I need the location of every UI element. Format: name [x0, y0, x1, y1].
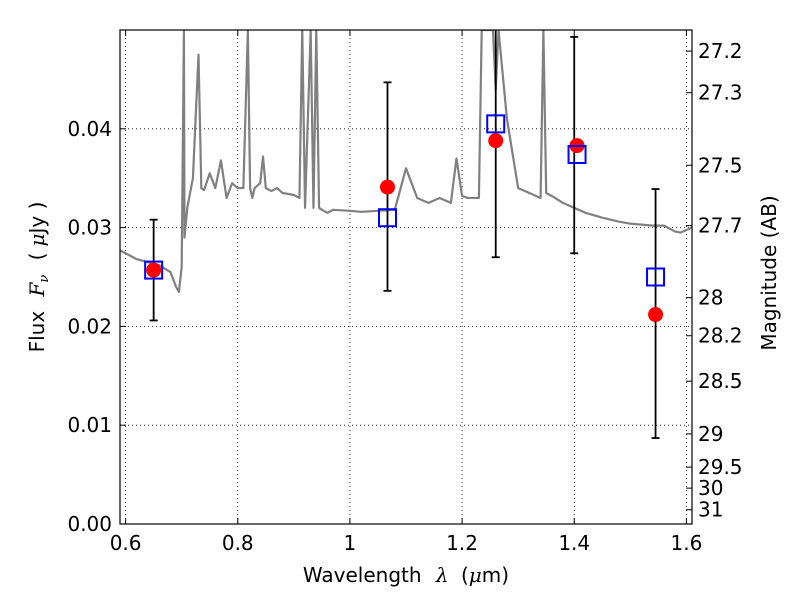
x-tick-label: 1.6 — [670, 531, 702, 555]
model-flux-point — [377, 208, 397, 228]
right-tick-label: 28.5 — [698, 369, 743, 393]
x-axis-title-text: Wavelength — [303, 563, 422, 587]
model-spectrum-line — [120, 30, 692, 293]
model-flux-point — [646, 267, 666, 287]
x-axis-title: Wavelength λ (μm) — [303, 563, 509, 587]
tick-labels: 0.6 0.8 1 1.2 1.4 1.6 0.00 0.01 0.02 0.03 0.04 27.2… — [67, 39, 742, 555]
right-tick-label: 27.5 — [698, 153, 743, 177]
y-axis-title-unit-open: ( — [25, 253, 49, 261]
right-tick-label: 27.7 — [698, 214, 743, 238]
right-tick-label: 27.2 — [698, 39, 743, 63]
x-axis-title-unit-rest: m) — [482, 563, 509, 587]
right-tick-label: 29.5 — [698, 455, 743, 479]
right-tick-label: 31 — [698, 498, 723, 522]
plot-area — [120, 30, 692, 439]
x-tick-label: 1 — [344, 531, 357, 555]
y-axis-title-unit-rest: Jy ) — [25, 202, 49, 236]
y-tick-label: 0.00 — [67, 512, 112, 536]
model-flux-point — [567, 144, 587, 164]
y-axis-title: Flux Fν ( μJy ) — [25, 202, 53, 353]
plot-frame — [119, 29, 693, 525]
y-tick-label: 0.03 — [67, 216, 112, 240]
x-tick-label: 0.8 — [222, 531, 254, 555]
observed-flux-point — [146, 262, 162, 278]
model-flux-point — [144, 260, 164, 280]
y-axis-title-text: Flux — [25, 311, 49, 353]
y-tick-label: 0.01 — [67, 413, 112, 437]
x-axis-title-unit-math: μ — [469, 563, 482, 587]
x-tick-label: 0.6 — [110, 531, 142, 555]
x-tick-label: 1.4 — [558, 531, 590, 555]
y-axis-title-unit-math: μ — [25, 234, 49, 247]
right-tick-label: 28 — [698, 286, 723, 310]
model-flux-point — [486, 114, 506, 134]
observed-flux-point — [488, 133, 504, 149]
right-tick-label: 30 — [698, 476, 723, 500]
x-axis-title-unit-open: ( — [461, 563, 469, 587]
right-axis-title: Magnitude (AB) — [757, 195, 781, 350]
y-axis-title-symbol: F — [25, 281, 49, 297]
y-tick-label: 0.04 — [67, 117, 112, 141]
y-axis-title-sub: ν — [37, 275, 52, 283]
observed-flux-point — [379, 179, 395, 195]
right-tick-label: 27.3 — [698, 81, 743, 105]
right-tick-label: 28.2 — [698, 324, 743, 348]
observed-flux-point — [648, 307, 664, 323]
x-tick-label: 1.2 — [446, 531, 478, 555]
right-tick-label: 29 — [698, 422, 723, 446]
x-axis-title-symbol: λ — [435, 563, 449, 587]
tick-marks — [120, 30, 692, 525]
y-tick-label: 0.02 — [67, 314, 112, 338]
